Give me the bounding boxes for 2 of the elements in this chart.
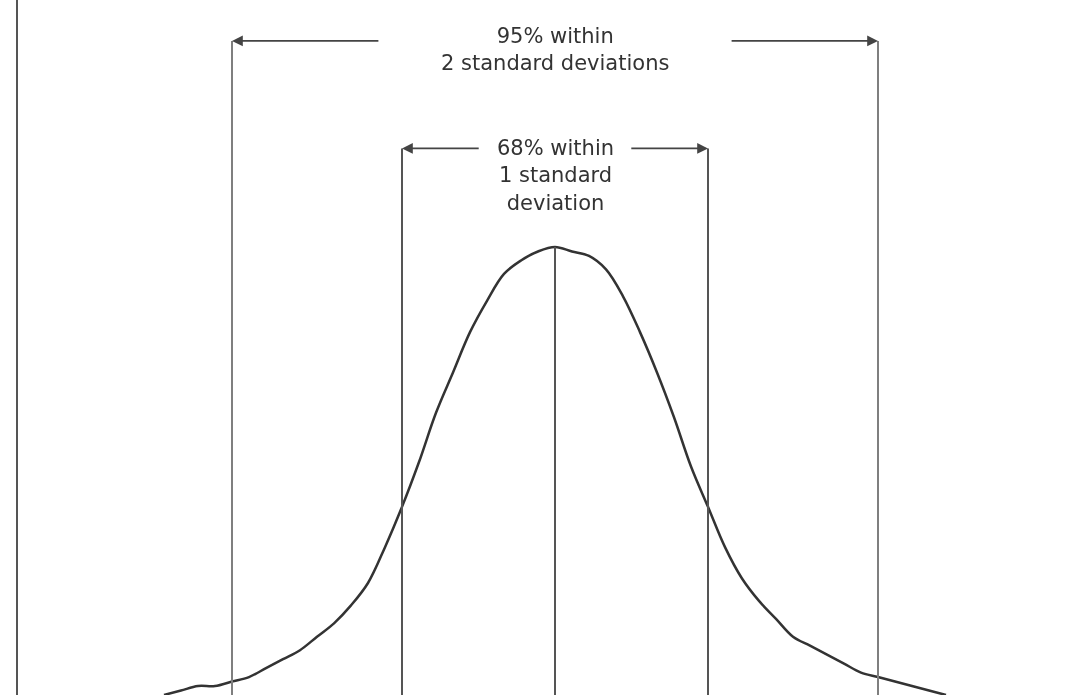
text: 68% within 1 standard deviation <box>497 136 615 215</box>
text: 95% within 2 standard deviations <box>441 24 670 76</box>
